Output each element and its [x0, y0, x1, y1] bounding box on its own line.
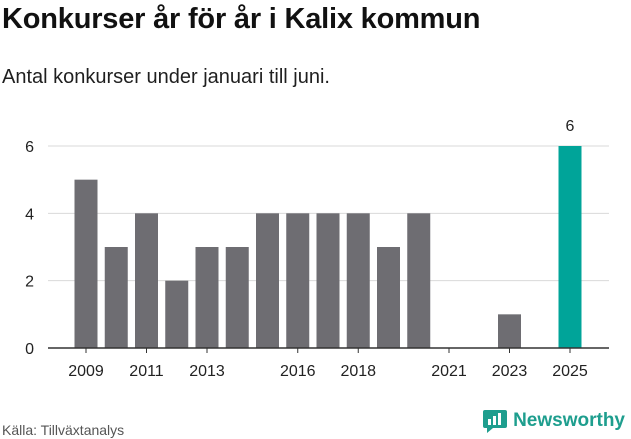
bar [377, 247, 400, 348]
bar [165, 280, 189, 348]
source-note: Källa: Tillväxtanalys [2, 422, 125, 438]
y-tick-label: 2 [25, 274, 34, 291]
x-tick-label: 2009 [68, 363, 104, 380]
bar [286, 213, 310, 348]
x-tick-label: 2016 [280, 363, 316, 380]
bar-chart: 0 2 4 6 2009 2011 2013 2016 2018 2021 2023 2025 6 [25, 118, 609, 380]
data-label: 6 [566, 118, 575, 135]
chart-title: Konkurser år för år i Kalix kommun [2, 3, 481, 35]
brand-name: Newsworthy [513, 410, 625, 431]
x-tick-label: 2021 [431, 363, 467, 380]
y-tick-label: 6 [25, 139, 34, 156]
bar [316, 213, 340, 348]
y-tick-label: 0 [25, 341, 34, 358]
x-tick-label: 2013 [189, 363, 225, 380]
bar [256, 213, 279, 348]
bar [74, 179, 98, 348]
bar [195, 247, 219, 348]
bar [104, 247, 128, 348]
bar [135, 213, 158, 348]
bar [225, 247, 249, 348]
bar-highlight [558, 146, 582, 348]
x-tick-label: 2018 [340, 363, 376, 380]
bar [498, 314, 521, 348]
brand-logo: Newsworthy [482, 408, 625, 434]
newsworthy-logo-icon [483, 410, 508, 433]
chart-subtitle: Antal konkurser under januari till juni. [2, 66, 330, 88]
x-tick-label: 2023 [492, 363, 528, 380]
x-tick-label: 2011 [129, 363, 164, 380]
bar [407, 213, 431, 348]
y-tick-label: 4 [25, 206, 34, 223]
bar [346, 213, 370, 348]
x-tick-label: 2025 [552, 363, 588, 380]
